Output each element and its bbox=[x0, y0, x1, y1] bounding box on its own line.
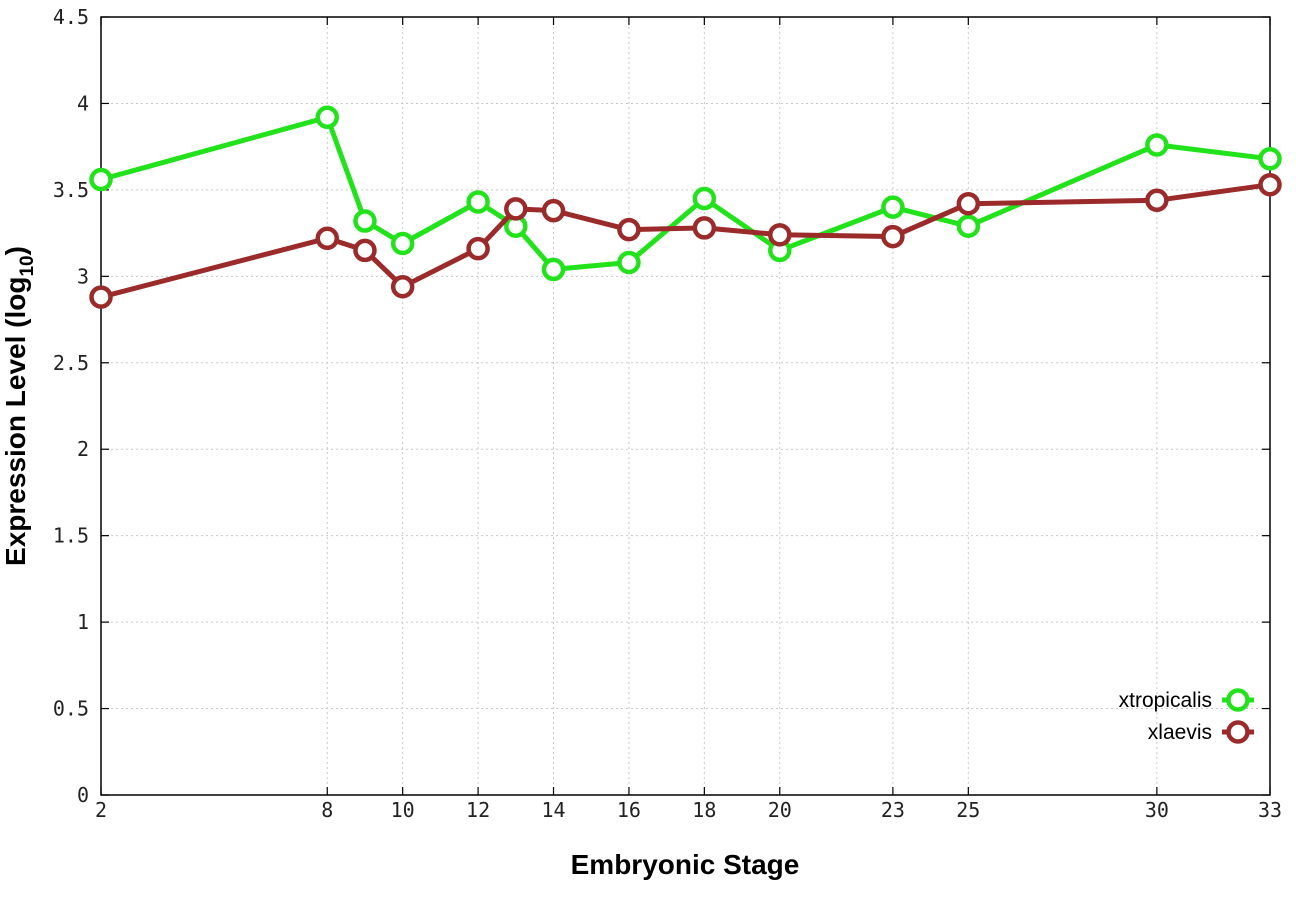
data-point-xtropicalis bbox=[541, 257, 566, 282]
y-tick-label: 4 bbox=[77, 91, 89, 115]
y-tick-label: 2 bbox=[77, 437, 89, 461]
y-tick-label: 1 bbox=[77, 610, 89, 634]
x-tick-label: 23 bbox=[881, 798, 905, 822]
y-tick-label: 0 bbox=[77, 783, 89, 807]
data-point-xtropicalis bbox=[315, 105, 340, 130]
data-point-xlaevis bbox=[390, 274, 415, 299]
x-tick-label: 14 bbox=[541, 798, 565, 822]
series-xtropicalis bbox=[89, 105, 1282, 282]
y-tick-label: 3.5 bbox=[53, 178, 89, 202]
x-tick-label: 10 bbox=[391, 798, 415, 822]
x-tick-label: 2 bbox=[95, 798, 107, 822]
data-point-xtropicalis bbox=[881, 195, 905, 219]
data-point-xlaevis bbox=[504, 197, 528, 221]
y-tick-label: 1.5 bbox=[53, 524, 89, 548]
data-point-xlaevis bbox=[1145, 188, 1169, 213]
x-axis-title: Embryonic Stage bbox=[571, 849, 800, 880]
legend-item-xlaevis: xlaevis bbox=[1148, 720, 1254, 744]
data-point-xlaevis bbox=[353, 238, 377, 263]
x-tick-label: 8 bbox=[321, 798, 333, 822]
data-point-xlaevis bbox=[881, 224, 905, 249]
data-point-xlaevis bbox=[466, 236, 490, 261]
y-axis-title-close: ) bbox=[0, 246, 31, 255]
x-tick-label: 33 bbox=[1258, 798, 1282, 822]
data-point-xlaevis bbox=[768, 223, 792, 247]
data-point-xtropicalis bbox=[1145, 133, 1169, 157]
data-point-xtropicalis bbox=[1258, 147, 1282, 171]
data-point-xlaevis bbox=[956, 191, 981, 216]
y-tick-label: 4.5 bbox=[53, 5, 89, 29]
data-point-xlaevis bbox=[617, 217, 641, 242]
plot-frame bbox=[100, 16, 1271, 796]
y-tick-label: 0.5 bbox=[53, 697, 89, 721]
data-point-xtropicalis bbox=[956, 214, 981, 238]
data-point-xtropicalis bbox=[89, 167, 113, 192]
x-tick-label: 16 bbox=[617, 798, 641, 822]
x-tick-label: 12 bbox=[466, 798, 490, 822]
legend-label-xtropicalis: xtropicalis bbox=[1119, 689, 1212, 712]
y-tick-label: 3 bbox=[77, 264, 89, 288]
series-layer bbox=[89, 105, 1282, 309]
legend-item-xtropicalis: xtropicalis bbox=[1119, 688, 1254, 712]
legend-marker-xlaevis bbox=[1226, 720, 1250, 744]
y-tick-label: 2.5 bbox=[53, 351, 89, 375]
data-point-xtropicalis bbox=[390, 231, 415, 256]
y-axis-title-main: Expression Level (log bbox=[0, 277, 31, 566]
data-point-xlaevis bbox=[89, 285, 113, 309]
x-tick-label: 20 bbox=[768, 798, 792, 822]
legend-marker-xtropicalis bbox=[1226, 688, 1250, 712]
data-point-xtropicalis bbox=[466, 190, 490, 214]
data-point-xtropicalis bbox=[692, 186, 717, 211]
data-point-xlaevis bbox=[541, 198, 566, 223]
y-axis-title: Expression Level (log10) bbox=[0, 246, 38, 566]
legend-label-xlaevis: xlaevis bbox=[1148, 721, 1212, 744]
x-tick-label: 18 bbox=[692, 798, 716, 822]
x-tick-label: 30 bbox=[1145, 798, 1169, 822]
data-point-xlaevis bbox=[1258, 172, 1282, 197]
y-axis-title-subscript: 10 bbox=[17, 255, 38, 276]
series-line-xlaevis bbox=[100, 182, 1271, 300]
data-point-xlaevis bbox=[315, 226, 340, 251]
series-xlaevis bbox=[89, 172, 1282, 309]
legend: xtropicalis xlaevis bbox=[1119, 688, 1254, 744]
data-point-xtropicalis bbox=[353, 209, 377, 233]
axis-ticks: 0 0.5 1 1.5 2 2.5 3 3.5 4 4.5 2 8 10 12 14 16 18 20 23 25 30… bbox=[53, 5, 1282, 822]
data-point-xlaevis bbox=[692, 216, 717, 240]
x-tick-label: 25 bbox=[956, 798, 980, 822]
series-line-xtropicalis bbox=[100, 114, 1271, 272]
data-point-xtropicalis bbox=[617, 250, 641, 275]
